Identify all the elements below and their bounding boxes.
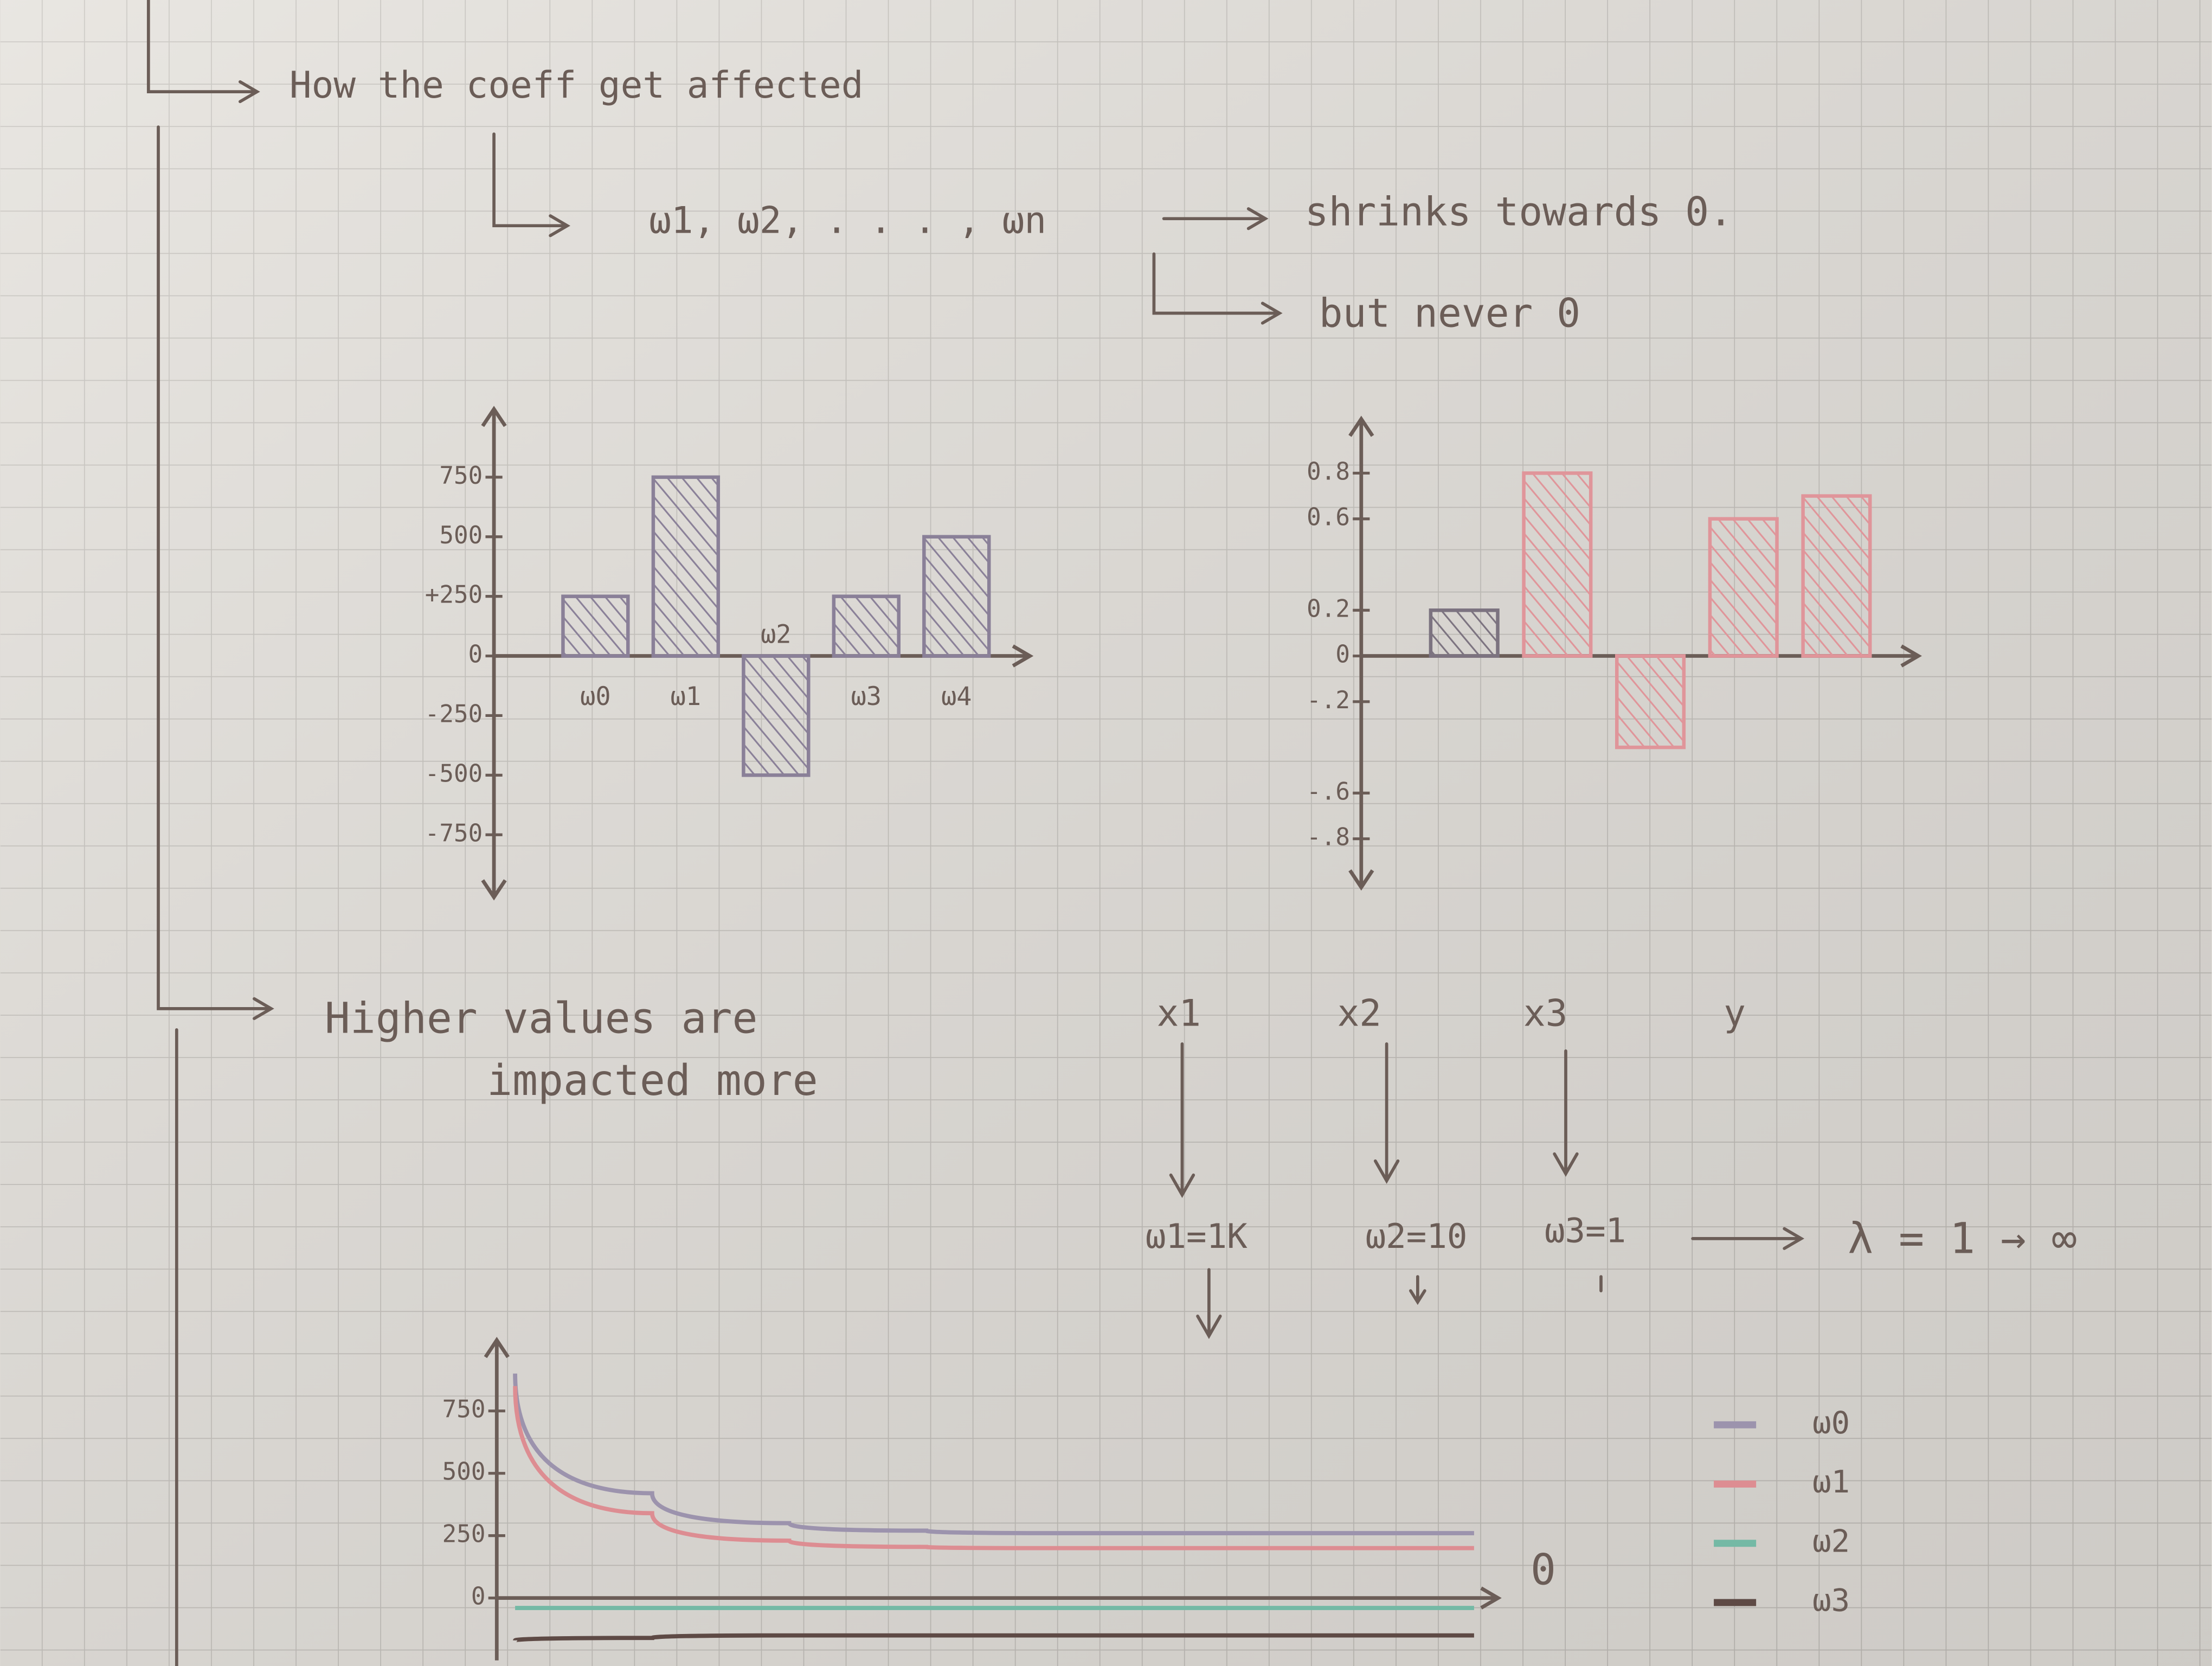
note: Higher values are	[325, 995, 757, 1043]
y-tick-label: 750	[442, 1396, 486, 1424]
y-tick-label: -250	[425, 700, 483, 728]
legend-label: ω2	[1812, 1523, 1850, 1559]
x-axis	[497, 1586, 1502, 1610]
y-tick-label: 0.2	[1307, 595, 1350, 623]
weight: ω1=1K	[1146, 1216, 1248, 1256]
bar	[922, 535, 991, 658]
y-tick-label: 0	[468, 641, 483, 669]
legend-label: ω1	[1812, 1464, 1850, 1500]
note: but never 0	[1319, 291, 1580, 337]
legend-label: ω3	[1812, 1583, 1850, 1619]
y-axis	[1348, 415, 1374, 891]
series-line	[513, 1386, 1474, 1550]
note: impacted more	[487, 1056, 818, 1105]
bar	[1522, 471, 1593, 658]
annotation: 0	[1531, 1546, 1556, 1594]
bar	[1708, 517, 1779, 658]
x-tick-label: ω4	[941, 682, 972, 712]
x-tick-label: ω0	[580, 682, 610, 712]
y-tick-label: -750	[425, 819, 483, 847]
lambda: λ = 1 → ∞	[1848, 1215, 2077, 1264]
y-tick-label: -.8	[1307, 824, 1350, 851]
series-line	[513, 1633, 1474, 1643]
x-tick-label: ω1	[671, 682, 701, 712]
y-tick-label: 500	[442, 1458, 486, 1486]
y-tick-label: -.6	[1307, 778, 1350, 805]
y-tick-label: -500	[425, 760, 483, 787]
series-line	[513, 1373, 1474, 1535]
feature: x2	[1338, 991, 1381, 1034]
y-tick-label: 750	[439, 462, 483, 490]
feature: x1	[1157, 991, 1201, 1034]
bar	[832, 594, 901, 658]
bar	[1615, 654, 1686, 749]
legend-label: ω0	[1812, 1405, 1850, 1441]
y-axis	[484, 1337, 510, 1661]
y-tick-label: 0	[1335, 641, 1350, 669]
y-tick-label: 0.6	[1307, 504, 1350, 531]
feature: y	[1724, 991, 1746, 1034]
weight: ω3=1	[1545, 1211, 1626, 1251]
y-tick-label: 500	[439, 522, 483, 549]
bar	[1801, 494, 1872, 658]
bar	[561, 594, 630, 658]
note: shrinks towards 0.	[1305, 189, 1733, 235]
coefficients: ω1, ω2, . . . , ωn	[649, 199, 1046, 242]
feature: x3	[1523, 991, 1567, 1034]
y-tick-label: 0.8	[1307, 458, 1350, 485]
x-tick-label: ω3	[851, 682, 882, 712]
y-tick-label: +250	[425, 581, 483, 609]
heading: How the coeff get affected	[290, 63, 864, 106]
x-tick-label: ω2	[761, 620, 791, 650]
y-tick-label: 250	[442, 1521, 486, 1548]
y-tick-label: 0	[471, 1583, 486, 1611]
y-tick-label: -.2	[1307, 687, 1350, 714]
bar	[742, 654, 811, 777]
weight: ω2=10	[1366, 1216, 1468, 1256]
y-axis	[481, 406, 507, 901]
bar	[651, 475, 721, 658]
arrows	[146, 0, 1805, 1666]
bar	[1429, 608, 1500, 658]
